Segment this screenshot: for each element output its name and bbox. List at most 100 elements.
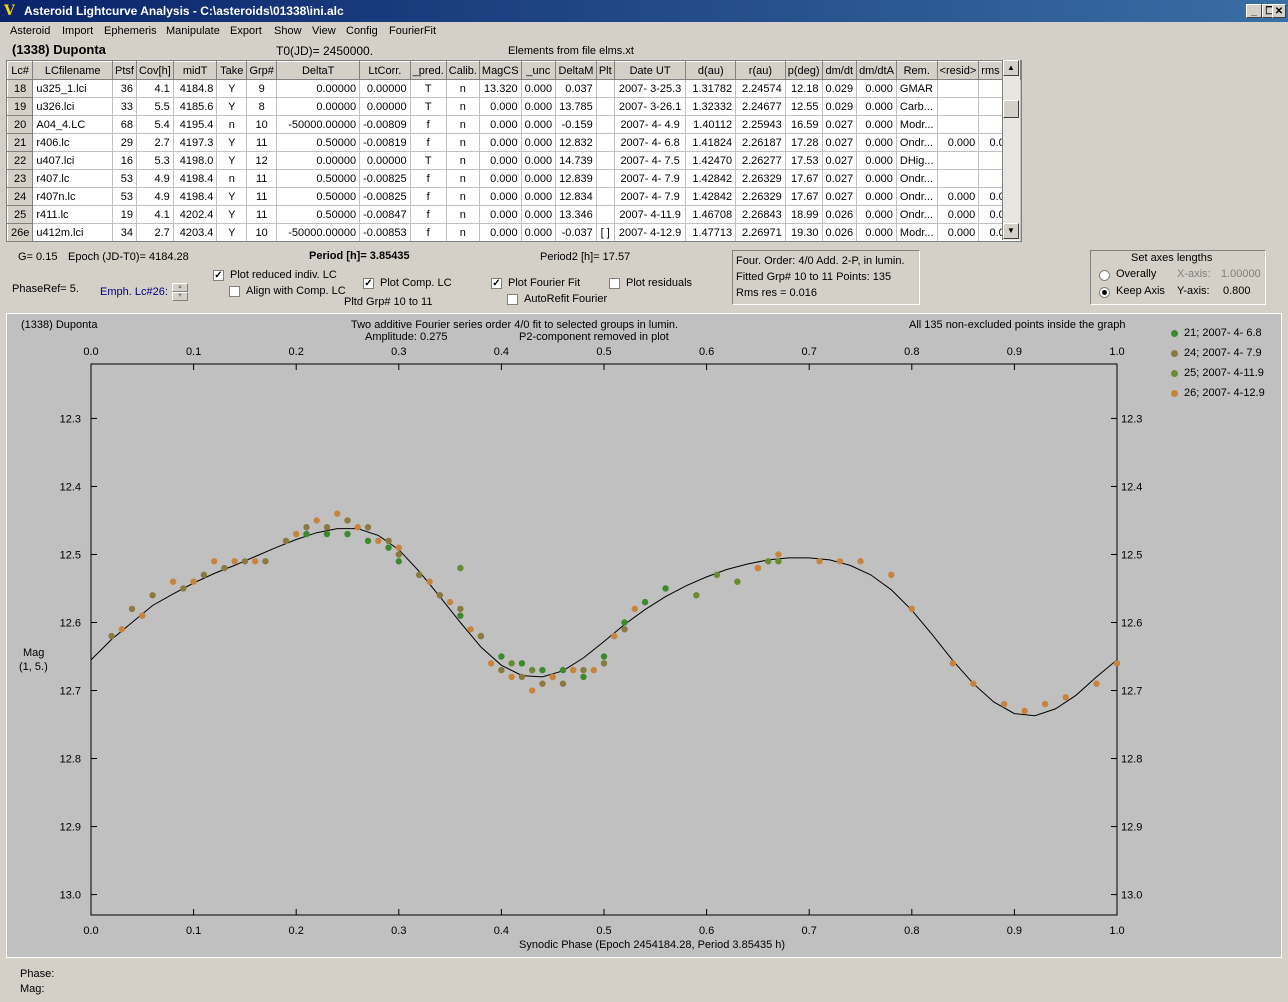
column-header[interactable]: dm/dt [821, 61, 858, 80]
table-cell[interactable]: 16 [112, 151, 137, 170]
column-header[interactable]: r(au) [735, 61, 786, 80]
minimize-button[interactable]: _ [1246, 4, 1262, 18]
table-row[interactable]: 20 A04_4.LC 68 5.4 4195.4 n 10 -50000.00000 -0.0… [7, 115, 1021, 134]
table-cell[interactable]: 1.47713 [685, 223, 737, 241]
table-cell[interactable]: 0.000 [856, 169, 897, 188]
table-cell[interactable]: 0.027 [821, 133, 858, 152]
table-cell[interactable]: 0.50000 [276, 205, 361, 224]
table-cell[interactable]: n [445, 223, 480, 241]
table-cell[interactable]: 0.000 [478, 205, 522, 224]
table-cell[interactable]: T [409, 97, 447, 116]
lc-number-cell[interactable]: 24 [7, 187, 34, 206]
table-cell[interactable] [595, 205, 615, 224]
table-cell[interactable]: 0.000 [856, 223, 897, 241]
table-cell[interactable]: 2007- 4- 7.5 [613, 151, 687, 170]
table-cell[interactable]: Ondr... [895, 169, 938, 188]
table-row[interactable]: 21 r406.lc 29 2.7 4197.3 Y 11 0.50000 -0.00819 f n… [7, 133, 1021, 152]
table-cell[interactable]: n [445, 97, 480, 116]
table-cell[interactable]: -0.037 [555, 223, 597, 241]
table-cell[interactable]: 4.1 [135, 79, 174, 98]
table-cell[interactable]: f [409, 205, 447, 224]
table-cell[interactable] [595, 97, 615, 116]
table-cell[interactable]: 10 [246, 223, 278, 241]
column-header[interactable]: Ptsf [112, 61, 137, 80]
plot-residuals-checkbox[interactable] [609, 278, 620, 289]
table-cell[interactable]: f [409, 133, 447, 152]
table-cell[interactable]: 4197.3 [172, 133, 218, 152]
keep-axis-radio[interactable] [1099, 287, 1110, 298]
table-cell[interactable]: 19.30 [784, 223, 823, 241]
table-cell[interactable]: 2007- 3-25.3 [613, 79, 687, 98]
table-cell[interactable]: 1.32332 [685, 97, 737, 116]
table-cell[interactable]: 11 [246, 169, 278, 188]
table-cell[interactable]: 68 [112, 115, 137, 134]
table-cell[interactable]: 2007- 4- 7.9 [613, 187, 687, 206]
table-cell[interactable]: 8 [246, 97, 278, 116]
table-cell[interactable]: Y [216, 133, 248, 152]
table-cell[interactable]: n [216, 169, 248, 188]
table-cell[interactable]: u325_1.lci [32, 79, 114, 98]
table-cell[interactable]: 10 [246, 115, 278, 134]
align-comp-checkbox[interactable] [229, 286, 240, 297]
table-cell[interactable]: 0.000 [856, 97, 897, 116]
table-cell[interactable]: 1.41824 [685, 133, 737, 152]
table-cell[interactable]: 2007- 4-12.9 [613, 223, 687, 241]
table-cell[interactable]: 2.26187 [735, 133, 786, 152]
table-cell[interactable]: 4.1 [135, 205, 174, 224]
table-cell[interactable]: 4198.4 [172, 169, 218, 188]
column-header[interactable]: Plt [595, 61, 615, 80]
table-cell[interactable]: n [445, 187, 480, 206]
table-cell[interactable]: 0.000 [520, 97, 557, 116]
table-cell[interactable]: 4.9 [135, 187, 174, 206]
table-cell[interactable]: 0.00000 [276, 79, 361, 98]
table-cell[interactable]: 19 [112, 205, 137, 224]
column-header[interactable]: d(au) [685, 61, 737, 80]
table-cell[interactable]: 2007- 4- 7.9 [613, 169, 687, 188]
table-cell[interactable]: 5.3 [135, 151, 174, 170]
table-cell[interactable] [595, 169, 615, 188]
menu-asteroid[interactable]: Asteroid [10, 25, 51, 37]
lc-number-cell[interactable]: 26e [7, 223, 34, 241]
table-cell[interactable] [595, 187, 615, 206]
table-cell[interactable]: n [445, 169, 480, 188]
xaxis-value[interactable]: 1.00000 [1221, 268, 1261, 280]
table-cell[interactable]: 4195.4 [172, 115, 218, 134]
table-cell[interactable] [595, 115, 615, 134]
table-cell[interactable]: 16.59 [784, 115, 823, 134]
table-cell[interactable]: 2.7 [135, 133, 174, 152]
table-cell[interactable]: n [445, 205, 480, 224]
table-cell[interactable]: 0.000 [478, 151, 522, 170]
table-cell[interactable]: 0.000 [520, 169, 557, 188]
table-row[interactable]: 26e u412m.lci 34 2.7 4203.4 Y 10 -50000.00000 -0… [7, 223, 1021, 241]
table-cell[interactable]: 0.000 [478, 97, 522, 116]
table-cell[interactable]: 13.346 [555, 205, 597, 224]
column-header[interactable]: _unc [520, 61, 557, 80]
table-cell[interactable]: 12.839 [555, 169, 597, 188]
column-header[interactable]: Cov[h] [135, 61, 174, 80]
table-cell[interactable]: 11 [246, 187, 278, 206]
table-cell[interactable]: Ondr... [895, 133, 938, 152]
table-cell[interactable]: DHig... [895, 151, 938, 170]
column-header[interactable]: Rem. [895, 61, 938, 80]
table-cell[interactable]: 0.029 [821, 97, 858, 116]
autorefit-checkbox[interactable] [507, 294, 518, 305]
table-cell[interactable]: 0.000 [478, 187, 522, 206]
table-cell[interactable]: 4185.6 [172, 97, 218, 116]
column-header[interactable]: _pred. [409, 61, 447, 80]
table-cell[interactable]: 0.000 [520, 79, 557, 98]
table-cell[interactable]: 12.834 [555, 187, 597, 206]
table-cell[interactable]: 0.000 [478, 133, 522, 152]
table-cell[interactable]: 0.000 [856, 79, 897, 98]
table-cell[interactable]: 17.53 [784, 151, 823, 170]
table-cell[interactable]: u407.lci [32, 151, 114, 170]
scroll-up-icon[interactable]: ▲ [1003, 60, 1019, 76]
table-cell[interactable]: r411.lc [32, 205, 114, 224]
table-cell[interactable] [595, 133, 615, 152]
table-cell[interactable]: Ondr... [895, 187, 938, 206]
table-cell[interactable]: Y [216, 223, 248, 241]
table-cell[interactable]: 2007- 4-11.9 [613, 205, 687, 224]
column-header[interactable]: Take [216, 61, 248, 80]
table-cell[interactable]: 4198.0 [172, 151, 218, 170]
table-cell[interactable]: Y [216, 97, 248, 116]
